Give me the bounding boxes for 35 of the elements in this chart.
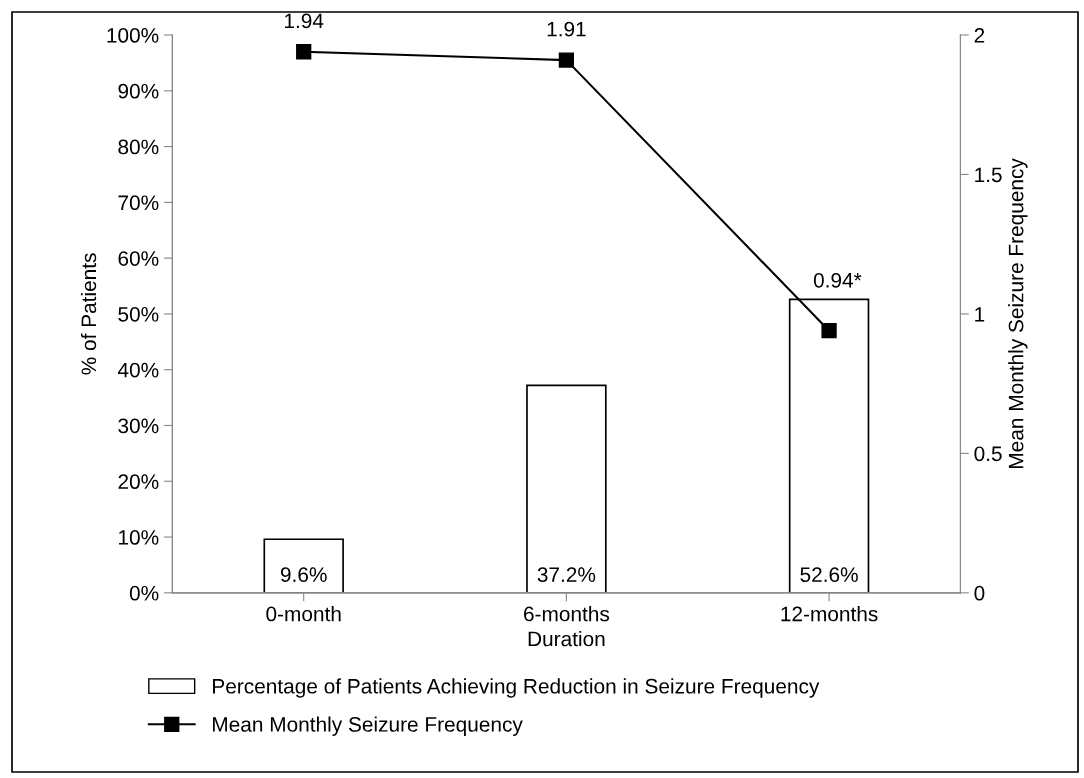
point bbox=[558, 52, 575, 68]
y-tick-label: 20% bbox=[118, 474, 159, 490]
x-axis-title: Duration bbox=[528, 631, 605, 647]
y-tick-label: 100% bbox=[107, 28, 159, 43]
data-label: 1.94 bbox=[285, 13, 324, 29]
y-tick-label: 40% bbox=[117, 362, 159, 378]
point bbox=[821, 323, 837, 339]
x-tick-label: 0-month bbox=[266, 606, 341, 622]
legend-label: Mean Monthly Seizure Frequency bbox=[213, 716, 523, 736]
y-tick-label: 0% bbox=[129, 585, 159, 601]
y-tick-label: 90% bbox=[118, 83, 159, 99]
y2-tick-label: 0.5 bbox=[974, 446, 1002, 462]
data-label: 37.2% bbox=[537, 567, 596, 583]
x-tick-label: 12-months bbox=[781, 606, 878, 622]
data-label: 0.94* bbox=[813, 272, 862, 288]
data-label: 52.6% bbox=[800, 567, 858, 583]
y2-axis-title: Mean Monthly Seizure Frequency bbox=[1008, 158, 1028, 468]
y-axis-title: % of Patients bbox=[80, 253, 97, 375]
y-tick-label: 10% bbox=[119, 530, 159, 545]
bar bbox=[526, 384, 607, 593]
y2-tick-label: 1.5 bbox=[975, 167, 1002, 183]
y2-tick-label: 2 bbox=[974, 28, 985, 43]
x-tick-label: 6-months bbox=[524, 606, 610, 622]
y2-tick-label: 0 bbox=[974, 585, 985, 601]
legend-label: Percentage of Patients Achieving Reduction in Seizure Frequency bbox=[213, 678, 820, 698]
data-label: 1.91 bbox=[547, 21, 586, 37]
y-tick-label: 30% bbox=[118, 418, 159, 434]
y-tick-label: 50% bbox=[118, 306, 159, 322]
y2-tick-label: 1 bbox=[975, 307, 985, 322]
point bbox=[296, 44, 312, 60]
y-tick-label: 60% bbox=[118, 251, 159, 266]
y-tick-label: 80% bbox=[118, 139, 159, 155]
y-tick-label: 70% bbox=[118, 195, 159, 211]
data-label: 9.6% bbox=[280, 567, 327, 583]
bar bbox=[263, 538, 344, 593]
